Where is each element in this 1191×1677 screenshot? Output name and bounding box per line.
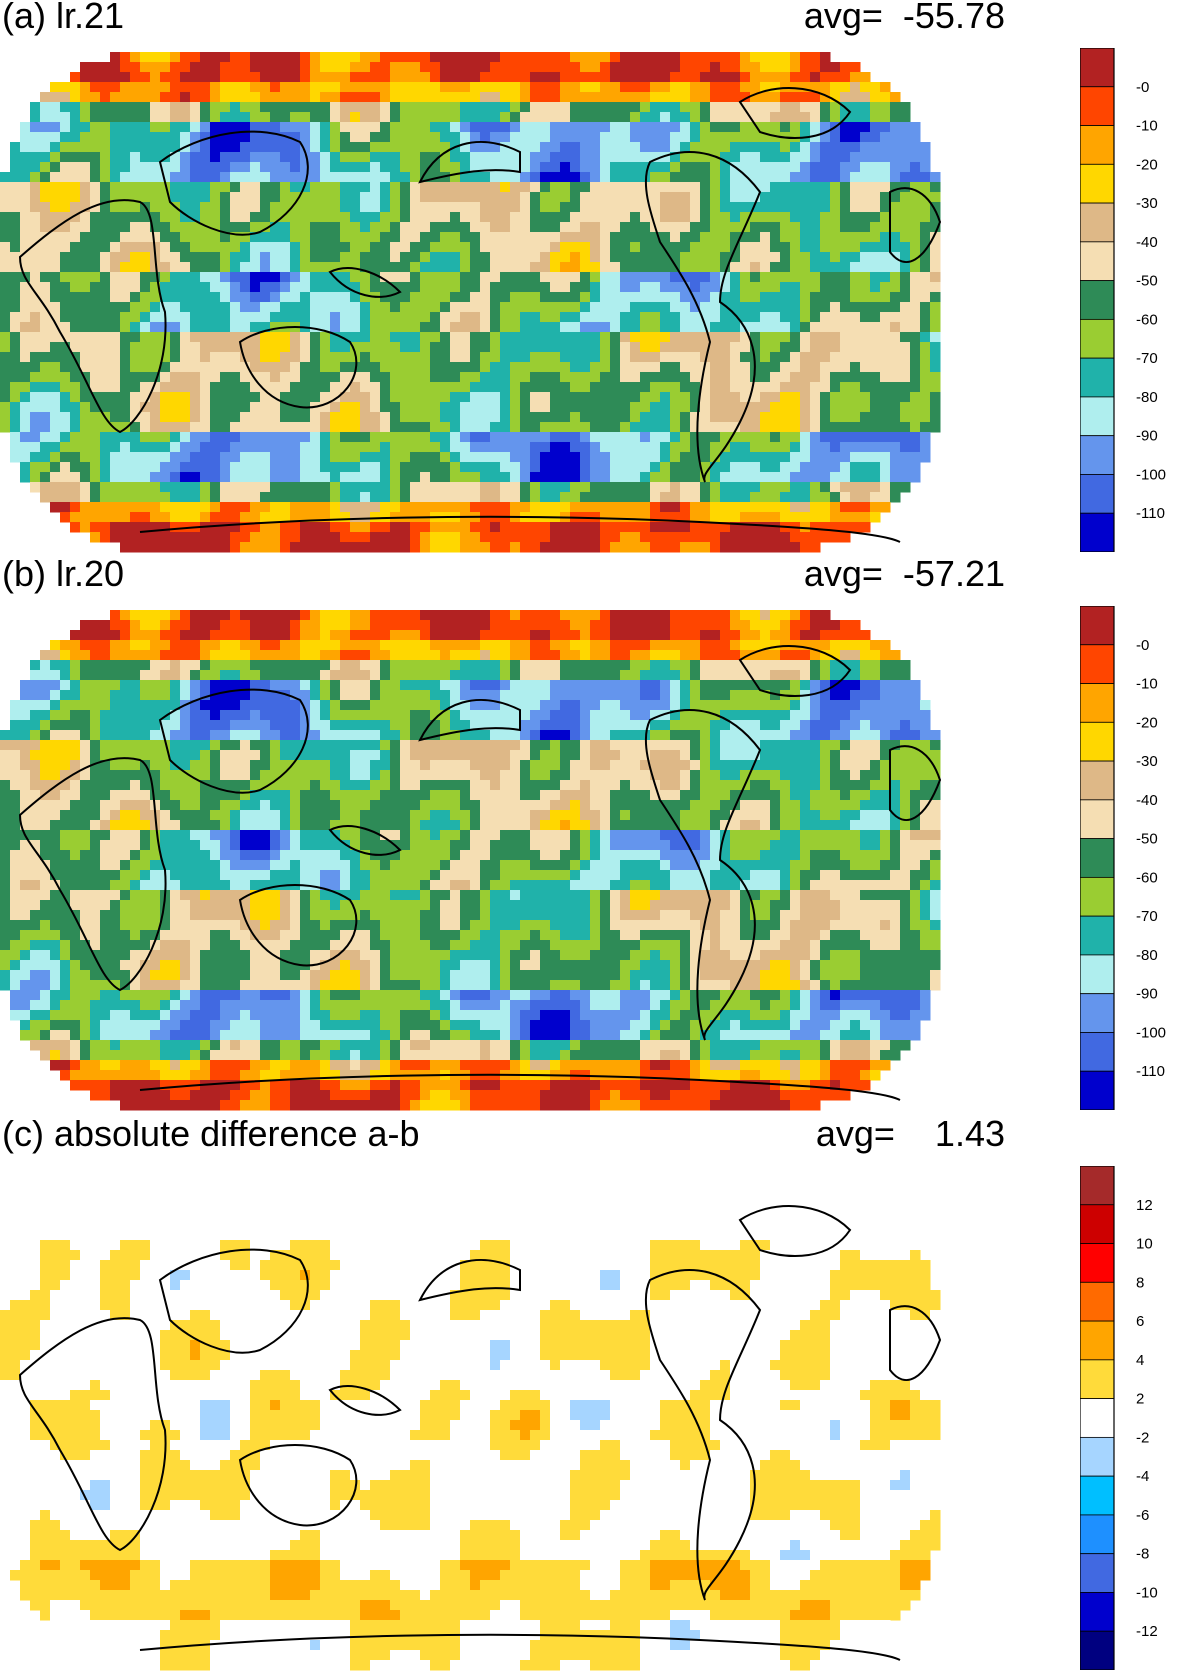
colorbar-tick-label: -6 <box>1136 1507 1149 1524</box>
colorbar-tick-label: -10 <box>1136 1584 1158 1601</box>
avg-value: -55.78 <box>902 0 1005 36</box>
colorbar-tick-label: -70 <box>1136 350 1158 367</box>
colorbar-tick-label: -10 <box>1136 118 1158 135</box>
colorbar-tick-label: -0 <box>1136 637 1149 654</box>
colorbar-tick-label: -60 <box>1136 869 1158 886</box>
colorbar-tick-label: -20 <box>1136 714 1158 731</box>
colorbar-tick-label: -8 <box>1136 1546 1149 1563</box>
colorbar: -0 -10 -20 -30 -40 -50 -60 -70 -80 -90 -100 -110 <box>1080 48 1166 552</box>
colorbar-tick-label: -100 <box>1136 466 1166 483</box>
panel-average: avg= 1.43 <box>816 1112 1005 1156</box>
colorbar-swatch <box>1080 435 1115 475</box>
coastlines <box>18 1205 942 1661</box>
colorbar-tick-label: -100 <box>1136 1024 1166 1041</box>
colorbar-tick-label: -90 <box>1136 986 1158 1003</box>
colorbar-tick-label: -20 <box>1136 156 1158 173</box>
colorbar-swatch <box>1080 357 1115 398</box>
colorbar-swatch <box>1080 1166 1115 1206</box>
colorbar-swatch <box>1080 644 1115 684</box>
colorbar-tick-label: 6 <box>1136 1313 1144 1330</box>
avg-value: 1.43 <box>934 1113 1005 1154</box>
colorbar-swatch <box>1080 1592 1115 1632</box>
panel-title: (a) lr.21 <box>2 0 125 36</box>
world-map <box>0 610 942 1111</box>
colorbar-swatch <box>1080 512 1115 552</box>
colorbar-tick-label: -80 <box>1136 389 1158 406</box>
colorbar-swatch <box>1080 760 1115 801</box>
colorbar-swatch <box>1080 1243 1115 1283</box>
colorbar-tick-label: -0 <box>1136 79 1149 96</box>
colorbar-tick-label: -12 <box>1136 1623 1158 1640</box>
colorbar-swatch <box>1080 1475 1115 1516</box>
colorbar-swatch <box>1080 241 1115 282</box>
colorbar-swatch <box>1080 1398 1115 1438</box>
colorbar-swatch <box>1080 1514 1115 1555</box>
colorbar-swatch <box>1080 396 1115 437</box>
colorbar-tick-label: 8 <box>1136 1274 1144 1291</box>
colorbar-swatch <box>1080 954 1115 995</box>
colorbar-swatch <box>1080 1032 1115 1072</box>
colorbar-swatch <box>1080 280 1115 320</box>
colorbar-tick-label: -70 <box>1136 908 1158 925</box>
panel-average: avg= -57.21 <box>804 552 1005 596</box>
colorbar-tick-label: 4 <box>1136 1352 1144 1369</box>
colorbar-swatch <box>1080 1070 1115 1110</box>
colorbar-swatch <box>1080 318 1115 359</box>
map-field <box>0 1170 941 1671</box>
colorbar-tick-label: -4 <box>1136 1468 1149 1485</box>
colorbar-swatch <box>1080 838 1115 878</box>
world-map <box>0 1170 942 1671</box>
panel-average: avg= -55.78 <box>804 0 1005 38</box>
colorbar-swatch <box>1080 86 1115 126</box>
colorbar-swatch <box>1080 1204 1115 1244</box>
colorbar-tick-label: -90 <box>1136 428 1158 445</box>
colorbar-tick-label: -40 <box>1136 792 1158 809</box>
colorbar-tick-label: -10 <box>1136 676 1158 693</box>
colorbar-tick-label: -60 <box>1136 311 1158 328</box>
colorbar-tick-label: -110 <box>1136 505 1165 522</box>
map-field <box>0 52 941 553</box>
coastlines <box>18 645 942 1101</box>
avg-label: avg= <box>815 1113 895 1154</box>
colorbar-swatch <box>1080 721 1115 762</box>
world-map <box>0 52 942 553</box>
colorbar-swatch <box>1080 915 1115 956</box>
colorbar-swatch <box>1080 48 1115 88</box>
colorbar-tick-label: -2 <box>1136 1429 1149 1446</box>
colorbar-tick-label: 12 <box>1136 1197 1153 1214</box>
colorbar-swatch <box>1080 1281 1115 1322</box>
colorbar-tick-label: -30 <box>1136 195 1158 212</box>
colorbar-swatch <box>1080 1359 1115 1400</box>
map-field <box>0 610 941 1111</box>
colorbar-swatch <box>1080 1320 1115 1361</box>
colorbar-tick-label: 2 <box>1136 1391 1144 1408</box>
colorbar-swatch <box>1080 474 1115 514</box>
colorbar-tick-label: -110 <box>1136 1063 1165 1080</box>
colorbar-tick-label: -50 <box>1136 273 1158 290</box>
colorbar-tick-label: -30 <box>1136 753 1158 770</box>
colorbar-swatch <box>1080 993 1115 1033</box>
colorbar: 12 10 8 6 4 2 -2 -4 -6 -8 -10 -12 <box>1080 1166 1158 1670</box>
colorbar-swatch <box>1080 125 1115 165</box>
colorbar-swatch <box>1080 163 1115 204</box>
avg-label: avg= <box>803 0 883 36</box>
colorbar-swatch <box>1080 799 1115 840</box>
colorbar-swatch <box>1080 1630 1115 1670</box>
colorbar-tick-label: -50 <box>1136 831 1158 848</box>
colorbar: -0 -10 -20 -30 -40 -50 -60 -70 -80 -90 -100 -110 <box>1080 606 1166 1110</box>
colorbar-swatch <box>1080 1436 1115 1477</box>
colorbar-swatch <box>1080 876 1115 917</box>
colorbar-tick-label: -80 <box>1136 947 1158 964</box>
avg-value: -57.21 <box>902 553 1005 594</box>
colorbar-swatch <box>1080 606 1115 646</box>
panel-title: (c) absolute difference a-b <box>2 1113 420 1154</box>
panel-title: (b) lr.20 <box>2 553 125 594</box>
avg-label: avg= <box>803 553 883 594</box>
colorbar-tick-label: 10 <box>1136 1236 1153 1253</box>
colorbar-swatch <box>1080 1553 1115 1593</box>
colorbar-swatch <box>1080 202 1115 243</box>
colorbar-swatch <box>1080 683 1115 723</box>
coastlines <box>18 87 942 543</box>
colorbar-tick-label: -40 <box>1136 234 1158 251</box>
